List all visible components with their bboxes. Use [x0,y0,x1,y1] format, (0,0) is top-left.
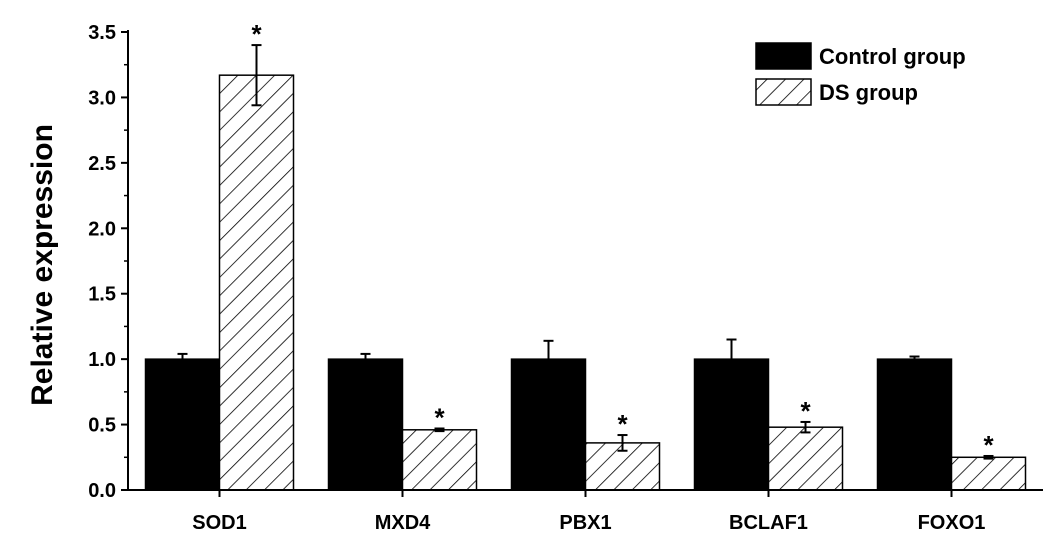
significance-marker: * [617,409,628,439]
y-tick-label: 1.5 [88,284,116,306]
y-tick-label: 2.5 [88,153,116,175]
legend-swatch-control [755,42,812,70]
x-tick-label: SOD1 [192,512,246,534]
y-axis-label: Relative expression [26,124,59,406]
x-tick-label: PBX1 [559,512,611,534]
bar-ds-bclaf1 [767,426,844,491]
x-tick-label: MXD4 [375,512,431,534]
legend: Control group DS group [755,42,966,106]
y-tick-label: 3.0 [88,87,116,109]
y-tick-label: 2.0 [88,218,116,240]
x-tick-label: FOXO1 [918,512,986,534]
legend-swatch-ds [755,78,812,106]
significance-marker: * [434,402,445,432]
y-tick-label: 0.5 [88,415,116,437]
y-tick-label: 1.0 [88,349,116,371]
bar-ds-foxo1 [950,456,1027,491]
y-axis: 0.0 0.5 1.0 1.5 2.0 2.5 3.0 3.5 [88,22,129,502]
bar-control-bclaf1 [693,358,770,491]
bar-control-pbx1 [510,358,587,491]
bar-ds-sod1 [218,74,295,491]
legend-label-ds: DS group [819,80,918,105]
plot-area: * * * * * [144,19,1027,491]
significance-marker: * [251,19,262,49]
y-tick-label: 0.0 [88,480,116,502]
y-tick-label: 3.5 [88,22,116,44]
bar-control-sod1 [144,358,221,491]
bar-ds-mxd4 [401,429,478,491]
x-tick-label: BCLAF1 [729,512,808,534]
bar-control-foxo1 [876,358,953,491]
significance-marker: * [983,430,994,460]
significance-marker: * [800,396,811,426]
legend-label-control: Control group [819,44,966,69]
bar-control-mxd4 [327,358,404,491]
x-axis: SOD1 MXD4 PBX1 BCLAF1 FOXO1 [128,489,1043,534]
